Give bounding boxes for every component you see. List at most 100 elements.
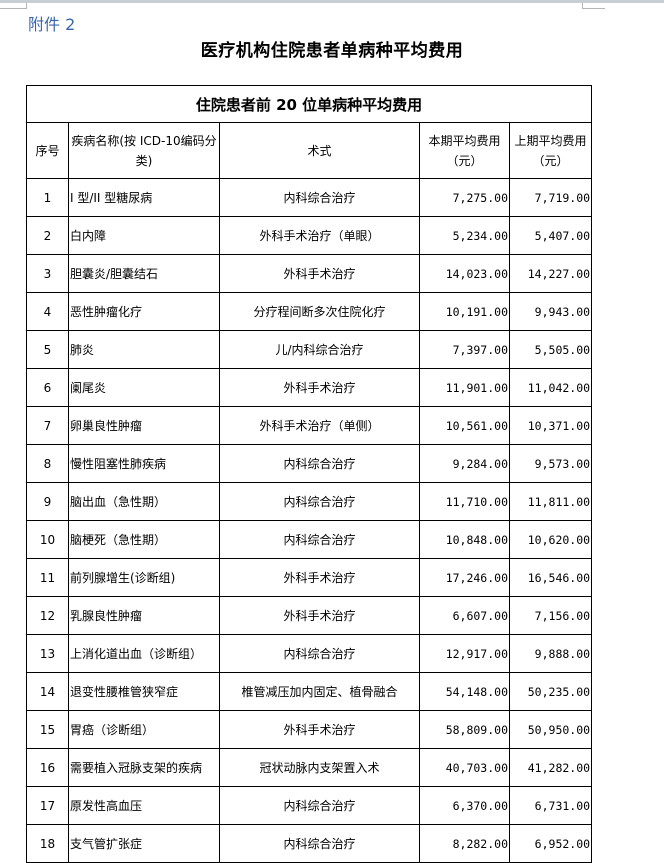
table-row: 17 原发性高血压 内科综合治疗 6,370.00 6,731.00 (26, 786, 593, 825)
cell-seq: 4 (26, 292, 69, 331)
cell-current-cost: 6,370.00 (419, 786, 510, 825)
cell-previous-cost: 11,811.00 (508, 482, 593, 521)
cell-previous-cost: 9,573.00 (508, 444, 593, 483)
cell-seq: 11 (26, 558, 69, 597)
cell-disease: 支气管扩张症 (68, 824, 220, 863)
cell-disease: 上消化道出血（诊断组） (68, 634, 220, 673)
cell-previous-cost: 10,371.00 (508, 406, 593, 445)
cell-previous-cost: 10,620.00 (508, 520, 593, 559)
table-row: 18 支气管扩张症 内科综合治疗 8,282.00 6,952.00 (26, 824, 593, 863)
cell-seq: 6 (26, 368, 69, 407)
cell-current-cost: 8,282.00 (419, 824, 510, 863)
cell-current-cost: 12,917.00 (419, 634, 510, 673)
cell-previous-cost: 41,282.00 (508, 748, 593, 787)
header-current-cost: 本期平均费用（元） (419, 122, 510, 179)
cell-previous-cost: 7,156.00 (508, 596, 593, 635)
cell-current-cost: 11,901.00 (419, 368, 510, 407)
cell-disease: 胆囊炎/胆囊结石 (68, 254, 220, 293)
cell-previous-cost: 50,950.00 (508, 710, 593, 749)
cell-procedure: 外科手术治疗 (219, 368, 420, 407)
cell-disease: 胃癌（诊断组） (68, 710, 220, 749)
table-row: 13 上消化道出血（诊断组） 内科综合治疗 12,917.00 9,888.00 (26, 634, 593, 673)
table-row: 10 脑梗死（急性期） 内科综合治疗 10,848.00 10,620.00 (26, 520, 593, 559)
cell-seq: 3 (26, 254, 69, 293)
cell-seq: 9 (26, 482, 69, 521)
cell-current-cost: 7,275.00 (419, 178, 510, 217)
cell-seq: 2 (26, 216, 69, 255)
table-row: 4 恶性肿瘤化疗 分疗程间断多次住院化疗 10,191.00 9,943.00 (26, 292, 593, 331)
cell-seq: 16 (26, 748, 69, 787)
cell-procedure: 内科综合治疗 (219, 520, 420, 559)
table-caption: 住院患者前 20 位单病种平均费用 (25, 85, 593, 123)
table-row: 7 卵巢良性肿瘤 外科手术治疗（单侧） 10,561.00 10,371.00 (26, 406, 593, 445)
table-row: 8 慢性阻塞性肺疾病 内科综合治疗 9,284.00 9,573.00 (26, 444, 593, 483)
cell-previous-cost: 16,546.00 (508, 558, 593, 597)
document-title: 医疗机构住院患者单病种平均费用 (200, 41, 464, 61)
page-top-border (0, 0, 664, 3)
cell-disease: 脑梗死（急性期） (68, 520, 220, 559)
cell-seq: 10 (26, 520, 69, 559)
cell-procedure: 外科手术治疗 (219, 596, 420, 635)
cell-previous-cost: 9,943.00 (508, 292, 593, 331)
cell-current-cost: 9,284.00 (419, 444, 510, 483)
header-procedure: 术式 (219, 122, 420, 179)
cell-disease: 恶性肿瘤化疗 (68, 292, 220, 331)
cost-table: 住院患者前 20 位单病种平均费用 序号 疾病名称(按 ICD-10编码分类) … (25, 85, 593, 863)
header-previous-cost: 上期平均费用（元） (508, 122, 593, 179)
cell-procedure: 冠状动脉内支架置入术 (219, 748, 420, 787)
cell-disease: 脑出血（急性期） (68, 482, 220, 521)
cell-disease: 卵巢良性肿瘤 (68, 406, 220, 445)
attachment-label: 附件 2 (28, 15, 76, 34)
cell-seq: 8 (26, 444, 69, 483)
cell-disease: 乳腺良性肿瘤 (68, 596, 220, 635)
cell-disease: 白内障 (68, 216, 220, 255)
cell-procedure: 外科手术治疗（单侧） (219, 406, 420, 445)
cell-seq: 18 (26, 824, 69, 863)
cell-procedure: 外科手术治疗 (219, 710, 420, 749)
cell-seq: 12 (26, 596, 69, 635)
cell-procedure: 分疗程间断多次住院化疗 (219, 292, 420, 331)
cell-disease: 阑尾炎 (68, 368, 220, 407)
header-disease: 疾病名称(按 ICD-10编码分类) (68, 122, 220, 179)
cell-procedure: 椎管减压加内固定、植骨融合 (219, 672, 420, 711)
cell-previous-cost: 6,952.00 (508, 824, 593, 863)
table-row: 11 前列腺增生(诊断组) 外科手术治疗 17,246.00 16,546.00 (26, 558, 593, 597)
cell-procedure: 内科综合治疗 (219, 482, 420, 521)
cell-disease: 慢性阻塞性肺疾病 (68, 444, 220, 483)
cell-previous-cost: 14,227.00 (508, 254, 593, 293)
cell-seq: 14 (26, 672, 69, 711)
cell-seq: 5 (26, 330, 69, 369)
cell-current-cost: 7,397.00 (419, 330, 510, 369)
cell-current-cost: 10,191.00 (419, 292, 510, 331)
cell-current-cost: 11,710.00 (419, 482, 510, 521)
cell-disease: 肺炎 (68, 330, 220, 369)
cell-procedure: 内科综合治疗 (219, 786, 420, 825)
cell-disease: 需要植入冠脉支架的疾病 (68, 748, 220, 787)
table-row: 5 肺炎 儿/内科综合治疗 7,397.00 5,505.00 (26, 330, 593, 369)
cell-previous-cost: 5,407.00 (508, 216, 593, 255)
cell-procedure: 内科综合治疗 (219, 444, 420, 483)
cell-seq: 1 (26, 178, 69, 217)
cell-current-cost: 6,607.00 (419, 596, 510, 635)
cell-seq: 7 (26, 406, 69, 445)
cell-current-cost: 10,848.00 (419, 520, 510, 559)
cell-previous-cost: 6,731.00 (508, 786, 593, 825)
margin-corner-mark-left (0, 3, 27, 9)
cell-seq: 15 (26, 710, 69, 749)
cell-disease: 原发性高血压 (68, 786, 220, 825)
cell-previous-cost: 5,505.00 (508, 330, 593, 369)
cell-procedure: 内科综合治疗 (219, 178, 420, 217)
table-row: 14 退变性腰椎管狭窄症 椎管减压加内固定、植骨融合 54,148.00 50,235.… (26, 672, 593, 711)
table-row: 9 脑出血（急性期） 内科综合治疗 11,710.00 11,811.00 (26, 482, 593, 521)
cell-seq: 17 (26, 786, 69, 825)
cell-previous-cost: 7,719.00 (508, 178, 593, 217)
cell-procedure: 儿/内科综合治疗 (219, 330, 420, 369)
cell-current-cost: 14,023.00 (419, 254, 510, 293)
cell-current-cost: 54,148.00 (419, 672, 510, 711)
table-header-row: 序号 疾病名称(按 ICD-10编码分类) 术式 本期平均费用（元） 上期平均费… (26, 122, 593, 179)
cell-previous-cost: 11,042.00 (508, 368, 593, 407)
cell-procedure: 内科综合治疗 (219, 824, 420, 863)
cell-current-cost: 17,246.00 (419, 558, 510, 597)
table-row: 15 胃癌（诊断组） 外科手术治疗 58,809.00 50,950.00 (26, 710, 593, 749)
